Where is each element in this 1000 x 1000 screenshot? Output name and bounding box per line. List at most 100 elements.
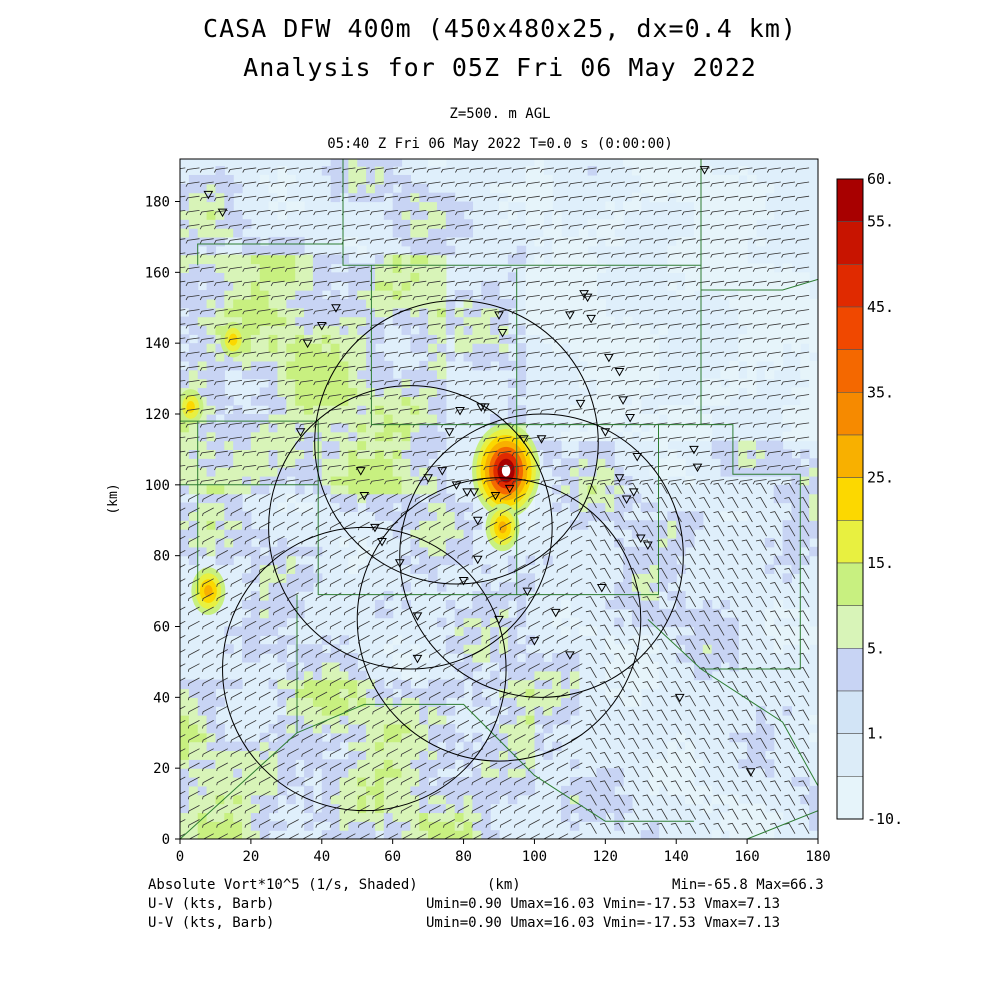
field-cell: [711, 236, 722, 247]
field-cell: [295, 475, 305, 486]
field-cell: [348, 174, 358, 185]
field-cell: [507, 732, 518, 743]
wind-barb: [511, 465, 526, 471]
field-cell: [596, 343, 606, 353]
field-cell: [534, 653, 544, 663]
wind-barb: [341, 422, 356, 428]
field-cell: [348, 307, 358, 318]
field-cell: [268, 750, 279, 760]
field-cell: [374, 511, 385, 521]
field-cell: [366, 679, 376, 690]
wind-barb: [386, 705, 399, 715]
field-cell: [321, 378, 332, 389]
wind-barb: [710, 295, 725, 301]
wind-barb: [724, 238, 739, 244]
field-cell: [348, 378, 358, 389]
wind-barb: [455, 479, 469, 485]
field-cell: [180, 183, 190, 194]
field-cell: [188, 449, 199, 459]
field-cell: [348, 653, 358, 663]
field-cell: [233, 281, 243, 291]
wind-barb: [528, 649, 540, 658]
field-cell: [702, 414, 713, 424]
wind-barb: [696, 252, 710, 258]
wind-barb: [471, 691, 484, 701]
wind-barb: [681, 195, 696, 202]
field-cell: [507, 661, 518, 672]
field-cell: [357, 750, 367, 760]
field-cell: [764, 290, 775, 300]
field-cell: [419, 537, 429, 548]
field-cell: [366, 706, 376, 716]
wind-barb: [244, 762, 257, 772]
field-cell: [436, 352, 447, 362]
field-cell: [614, 688, 624, 698]
field-cell: [197, 502, 208, 512]
field-cell: [312, 546, 323, 557]
field-cell: [631, 387, 642, 397]
field-cell: [569, 414, 580, 424]
field-cell: [543, 449, 553, 459]
wind-barb: [384, 195, 399, 202]
field-cell: [206, 405, 217, 415]
field-cell: [330, 369, 341, 380]
field-cell: [188, 236, 199, 247]
field-cell: [259, 325, 270, 335]
field-cell: [499, 325, 509, 335]
field-cell: [569, 502, 580, 512]
wind-barb: [400, 564, 413, 573]
wind-barb: [387, 833, 399, 839]
field-cell: [428, 706, 438, 716]
field-cell: [436, 290, 447, 300]
field-cell: [357, 245, 367, 256]
wind-barb: [599, 794, 611, 806]
field-cell: [392, 316, 403, 327]
wind-barb: [313, 380, 328, 386]
wind-barb: [230, 790, 243, 800]
field-cell: [764, 325, 775, 335]
field-cell: [410, 440, 420, 451]
field-cell: [569, 272, 580, 282]
field-cell: [366, 484, 376, 495]
wind-barb: [372, 776, 384, 786]
wind-barb: [242, 479, 257, 485]
wind-barb: [440, 195, 455, 202]
wind-barb: [398, 181, 413, 187]
field-cell: [596, 484, 606, 495]
wind-barb: [313, 465, 328, 471]
field-cell: [366, 777, 376, 787]
field-cell: [233, 458, 243, 468]
field-cell: [330, 449, 341, 459]
field-cell: [206, 219, 217, 229]
field-cell: [242, 219, 252, 229]
field-cell: [419, 219, 429, 229]
wind-barb: [329, 805, 342, 814]
field-cell: [392, 821, 403, 831]
wind-barb: [486, 833, 498, 839]
field-cell: [312, 378, 323, 389]
field-cell: [578, 396, 589, 406]
wind-barb: [599, 752, 611, 764]
wind-barb: [525, 337, 540, 343]
field-cell: [321, 484, 332, 495]
field-cell: [499, 360, 509, 371]
field-cell: [224, 360, 234, 371]
field-cell: [268, 679, 279, 690]
field-cell: [729, 661, 739, 672]
field-cell: [224, 537, 234, 548]
field-cell: [233, 759, 243, 769]
field-cell: [410, 378, 420, 389]
field-cell: [667, 174, 677, 185]
field-cell: [410, 414, 420, 424]
field-cell: [401, 697, 411, 707]
field-cell: [428, 343, 438, 353]
wind-barb: [455, 167, 469, 173]
field-cell: [357, 307, 367, 318]
wind-barb: [699, 624, 711, 636]
field-cell: [250, 414, 261, 424]
wind-barb: [180, 720, 186, 724]
field-cell: [631, 192, 642, 203]
wind-barb: [258, 805, 271, 814]
wind-barb: [457, 535, 470, 545]
field-cell: [693, 272, 704, 282]
